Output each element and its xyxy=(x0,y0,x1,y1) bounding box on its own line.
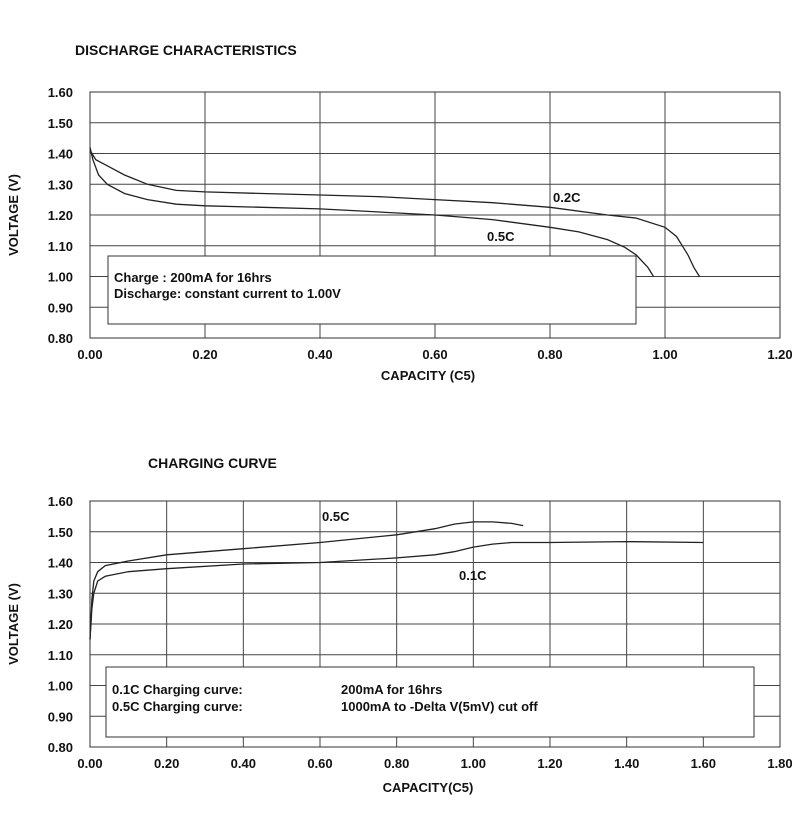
y-tick-label: 1.50 xyxy=(48,116,73,131)
y-tick-label: 1.20 xyxy=(48,617,73,632)
y-tick-label: 1.10 xyxy=(48,648,73,663)
x-tick-label: 1.60 xyxy=(691,756,716,771)
x-axis-label: CAPACITY(C5) xyxy=(383,780,474,795)
x-tick-label: 0.00 xyxy=(77,756,102,771)
y-tick-label: 0.80 xyxy=(48,331,73,346)
annotation-text: Discharge: constant current to 1.00V xyxy=(114,286,341,301)
x-tick-label: 1.00 xyxy=(461,756,486,771)
series-label: 0.2C xyxy=(553,190,581,205)
series-label: 0.1C xyxy=(459,568,487,583)
y-tick-label: 1.00 xyxy=(48,270,73,285)
x-tick-label: 0.60 xyxy=(307,756,332,771)
y-tick-label: 1.10 xyxy=(48,239,73,254)
x-tick-label: 1.20 xyxy=(767,347,792,362)
plot-frame xyxy=(89,91,781,339)
annotation-text: Charge : 200mA for 16hrs xyxy=(114,270,272,285)
x-tick-label: 0.60 xyxy=(422,347,447,362)
y-tick-label: 1.40 xyxy=(48,556,73,571)
y-tick-label: 1.00 xyxy=(48,679,73,694)
y-axis-label: VOLTAGE (V) xyxy=(6,174,21,256)
x-tick-label: 1.80 xyxy=(767,756,792,771)
x-tick-label: 1.00 xyxy=(652,347,677,362)
series-line-0-5C xyxy=(89,521,524,640)
chart-1: DISCHARGE CHARACTERISTICS 0.00 0.20 0.40 0.6… xyxy=(6,42,793,383)
annotation-text: 1000mA to -Delta V(5mV) cut off xyxy=(341,699,538,714)
x-tick-label: 0.00 xyxy=(77,347,102,362)
x-tick-label: 0.40 xyxy=(231,756,256,771)
series-label: 0.5C xyxy=(487,229,515,244)
x-tick-label: 0.40 xyxy=(307,347,332,362)
x-tick-label: 0.80 xyxy=(537,347,562,362)
series-line-0-1C xyxy=(89,540,704,640)
y-tick-label: 0.90 xyxy=(48,709,73,724)
y-tick-label: 1.40 xyxy=(48,147,73,162)
y-tick-label: 1.20 xyxy=(48,208,73,223)
plot-frame xyxy=(89,500,781,748)
y-tick-label: 0.90 xyxy=(48,300,73,315)
x-axis-label: CAPACITY (C5) xyxy=(381,368,475,383)
series-line-0-5C xyxy=(89,147,655,277)
y-tick-label: 1.60 xyxy=(48,85,73,100)
y-tick-label: 1.30 xyxy=(48,586,73,601)
chart-title: DISCHARGE CHARACTERISTICS xyxy=(75,42,297,58)
annotation-box xyxy=(105,666,755,738)
annotation-text: 0.5C Charging curve: xyxy=(112,699,243,714)
series-label: 0.5C xyxy=(322,509,350,524)
series-line-0-2C xyxy=(89,150,701,277)
chart-title: CHARGING CURVE xyxy=(148,455,277,471)
annotation-box xyxy=(107,255,637,325)
annotation-text: 0.1C Charging curve: xyxy=(112,682,243,697)
x-tick-label: 0.20 xyxy=(192,347,217,362)
y-tick-label: 1.30 xyxy=(48,177,73,192)
y-tick-label: 1.50 xyxy=(48,525,73,540)
annotation-text: 200mA for 16hrs xyxy=(341,682,442,697)
y-axis-label: VOLTAGE (V) xyxy=(6,583,21,665)
x-tick-label: 1.20 xyxy=(537,756,562,771)
chart-2: CHARGING CURVE 0.00 0.20 0.40 0.60 0.80 1.00 1.… xyxy=(6,455,793,795)
y-tick-label: 0.80 xyxy=(48,740,73,755)
x-tick-label: 0.20 xyxy=(154,756,179,771)
x-tick-label: 1.40 xyxy=(614,756,639,771)
y-tick-label: 1.60 xyxy=(48,494,73,509)
x-tick-label: 0.80 xyxy=(384,756,409,771)
